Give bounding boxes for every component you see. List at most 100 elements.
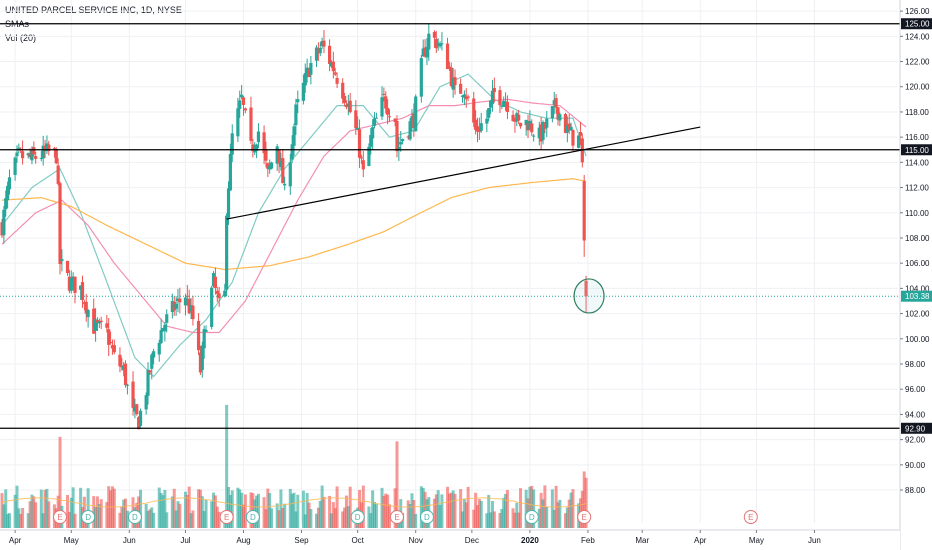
- volume-bar: [519, 488, 523, 528]
- volume-bar: [165, 512, 169, 528]
- candle-body: [191, 305, 195, 320]
- candle-body: [492, 87, 496, 93]
- volume-bar: [6, 513, 10, 528]
- volume-bar: [283, 503, 287, 528]
- candle-body: [108, 342, 113, 344]
- volume-bar: [185, 495, 189, 528]
- candle-body: [41, 145, 45, 159]
- price-axis[interactable]: 88.00 90.00 92.00 94.00 96.00 98.00 100.00 102.…: [899, 0, 932, 550]
- marker-label: E: [57, 513, 62, 522]
- price-tick-label: 100.00: [905, 335, 930, 344]
- price-label-badge: [901, 144, 932, 156]
- volume-bar: [421, 487, 425, 528]
- volume-ma-line: [1, 497, 587, 508]
- candle-body: [172, 301, 176, 311]
- candle-body: [578, 131, 583, 136]
- volume-bar: [490, 500, 494, 528]
- volume-bar: [451, 490, 455, 528]
- volume-bar: [262, 497, 266, 528]
- volume-bar: [331, 502, 335, 528]
- volume-bar: [449, 492, 453, 528]
- volume-bar: [240, 492, 244, 528]
- candle-body: [374, 117, 378, 119]
- candle-body: [545, 118, 549, 128]
- horizontal-levels[interactable]: [0, 23, 900, 429]
- candle-body: [269, 162, 274, 169]
- volume-bar: [45, 488, 49, 528]
- candle-body: [52, 148, 57, 150]
- volume-bar: [410, 493, 414, 528]
- time-axis[interactable]: Apr May Jun Jul Aug Sep Oct Nov Dec 2020 Feb Mar Apr…: [0, 529, 900, 550]
- candle-body: [146, 369, 150, 396]
- earnings-marker: [53, 510, 68, 524]
- volume-bar: [453, 493, 457, 528]
- volume-bar: [264, 509, 268, 528]
- candle-body: [563, 114, 568, 133]
- candle-body: [462, 94, 466, 98]
- volume-bar: [290, 493, 294, 528]
- candle-body: [517, 114, 521, 121]
- candle-body: [211, 273, 216, 287]
- volume-bar: [146, 510, 150, 528]
- volume-bar: [314, 513, 318, 528]
- candle-body: [238, 100, 242, 109]
- volume-bar: [346, 506, 350, 528]
- volume-bar: [472, 509, 476, 528]
- marker-label: E: [748, 513, 753, 522]
- candle-body: [135, 404, 139, 415]
- candle-body: [183, 297, 188, 306]
- candle-body: [387, 116, 392, 118]
- candle-body: [386, 108, 390, 115]
- candle-body: [277, 149, 281, 164]
- volume-bar: [73, 513, 77, 528]
- candle-body: [275, 146, 279, 164]
- volume-bar: [2, 504, 6, 528]
- volume-bar: [322, 496, 326, 528]
- candle-body: [543, 123, 547, 129]
- overlays[interactable]: [226, 126, 701, 314]
- volume-bar: [39, 489, 43, 528]
- candle-body: [241, 97, 246, 105]
- candle-body: [309, 63, 313, 75]
- marker-label: D: [424, 513, 430, 522]
- candle-body: [320, 41, 324, 46]
- sma-teal-line: [1, 73, 587, 378]
- candle-body: [498, 90, 502, 106]
- candle-body: [60, 259, 64, 262]
- volume-bar: [139, 489, 143, 528]
- candle-body: [518, 122, 523, 127]
- volume-bar: [198, 489, 202, 528]
- volume-bar: [124, 498, 128, 528]
- candle-body: [539, 124, 543, 142]
- marker-label: E: [582, 513, 587, 522]
- candle-body: [425, 46, 429, 58]
- candle-body: [361, 160, 365, 170]
- volume-bar: [230, 490, 234, 528]
- volume-indicator-label[interactable]: Vol (20): [5, 33, 37, 43]
- candle-body: [82, 302, 86, 304]
- candle-body: [569, 126, 573, 131]
- dividend-marker: [419, 510, 434, 524]
- candle-body: [71, 276, 75, 281]
- candle-body: [584, 280, 588, 297]
- candle-body: [189, 305, 193, 311]
- candle-body: [571, 129, 575, 146]
- candle-body: [502, 100, 506, 107]
- candle-body: [215, 290, 219, 294]
- volume-bar: [34, 502, 38, 528]
- candle-body: [511, 114, 515, 122]
- candle-body: [447, 66, 452, 69]
- volume-bar: [395, 441, 399, 528]
- volume-bar: [550, 489, 554, 528]
- volume-bar: [341, 511, 345, 528]
- volume-bar: [144, 504, 148, 528]
- volume-bar: [537, 508, 541, 528]
- volume-bar: [268, 493, 272, 528]
- candle-body: [329, 62, 334, 67]
- volume-bar: [328, 495, 332, 528]
- candle-body: [6, 185, 10, 201]
- volume-bar: [204, 499, 208, 528]
- volume-bar: [530, 485, 534, 528]
